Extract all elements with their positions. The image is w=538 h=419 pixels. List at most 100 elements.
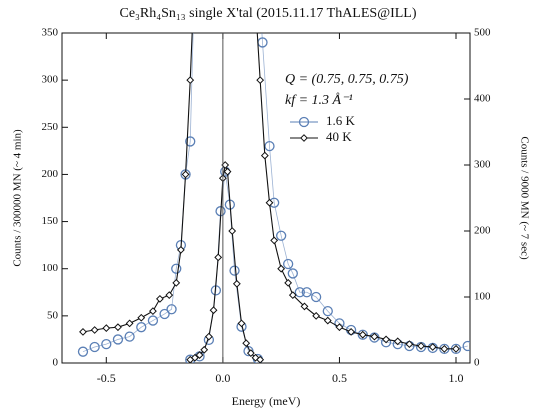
- data-point: [282, 258, 294, 270]
- y2-tick-label: 100: [474, 291, 491, 303]
- data-point: [265, 198, 274, 207]
- data-point: [114, 323, 122, 332]
- data-point: [165, 291, 174, 300]
- data-point: [229, 265, 240, 276]
- data-point: [149, 307, 157, 316]
- data-point: [440, 344, 449, 353]
- data-point: [209, 306, 218, 315]
- data-point: [357, 329, 368, 340]
- data-point: [171, 263, 182, 274]
- data-point: [172, 278, 181, 287]
- y-tick-label: 0: [53, 357, 59, 369]
- legend-marker: [298, 116, 310, 128]
- legend-label: 1.6 K: [326, 113, 356, 128]
- data-point: [156, 294, 164, 303]
- y-tick-label: 50: [47, 309, 59, 321]
- data-point: [405, 340, 414, 349]
- x-tick-label: 0.0: [215, 371, 230, 385]
- data-point: [102, 324, 111, 333]
- y-tick-label: 350: [42, 27, 59, 39]
- data-point: [228, 227, 237, 235]
- data-point: [195, 351, 204, 359]
- data-point: [185, 136, 196, 147]
- series-line: [190, 171, 259, 361]
- annotation: kf = 1.3 Å⁻¹: [285, 92, 353, 108]
- plot-area: [77, 33, 470, 363]
- series-line: [190, 162, 261, 361]
- legend-marker: [300, 134, 308, 142]
- data-point: [284, 278, 293, 287]
- data-point: [204, 332, 213, 341]
- data-point: [137, 313, 146, 322]
- x-axis-label: Energy (meV): [232, 394, 301, 408]
- data-point: [276, 230, 287, 241]
- data-point: [312, 311, 321, 320]
- chart-title: Ce₃Rh₄Sn₁₃ single X'tal (2015.11.17 ThAL…: [119, 6, 416, 21]
- plot-frame: [61, 32, 471, 364]
- data-point: [77, 346, 89, 357]
- data-point: [136, 322, 147, 333]
- y2-tick-label: 0: [474, 357, 480, 369]
- annotation: Q = (0.75, 0.75, 0.75): [285, 72, 409, 87]
- data-point: [246, 349, 255, 358]
- y-tick-label: 300: [42, 74, 59, 86]
- data-point: [335, 323, 344, 332]
- data-point: [370, 332, 379, 341]
- x-tick-label: 1.0: [449, 371, 464, 385]
- data-point: [89, 341, 100, 353]
- data-point: [112, 334, 124, 345]
- data-point: [393, 337, 402, 346]
- data-point: [301, 287, 312, 298]
- series-line: [82, 33, 457, 350]
- data-point: [294, 287, 305, 298]
- data-point: [251, 353, 260, 362]
- data-point: [124, 331, 135, 342]
- data-point: [277, 264, 286, 273]
- data-point: [223, 167, 232, 176]
- data-point: [452, 344, 460, 353]
- data-point: [323, 316, 332, 325]
- data-point: [190, 353, 199, 362]
- y-tick-label: 250: [42, 121, 59, 133]
- data-point: [214, 253, 223, 262]
- data-point: [176, 245, 185, 254]
- data-point: [428, 343, 437, 351]
- y2-tick-label: 500: [474, 27, 491, 39]
- data-point: [200, 345, 209, 354]
- data-point: [232, 279, 241, 288]
- y-tick-label: 150: [42, 215, 59, 227]
- data-point: [166, 304, 177, 315]
- data-point: [181, 170, 190, 179]
- y-tick-label: 100: [42, 262, 59, 274]
- data-point: [101, 338, 112, 350]
- data-point: [79, 327, 87, 336]
- data-point: [347, 327, 356, 336]
- data-point: [288, 291, 297, 300]
- data-point: [417, 342, 425, 350]
- y2-tick-label: 400: [474, 93, 491, 105]
- data-point: [260, 151, 269, 160]
- legend-label: 40 K: [326, 129, 352, 144]
- y2-axis-label: Counts / 9000 MN (~ 7 sec): [518, 136, 530, 260]
- data-point: [159, 308, 170, 320]
- data-point: [462, 340, 470, 352]
- data-point: [382, 335, 390, 344]
- data-point: [147, 315, 159, 326]
- data-point: [186, 76, 195, 85]
- data-point: [90, 326, 99, 334]
- data-point: [243, 345, 254, 357]
- data-point: [358, 330, 367, 339]
- data-point: [270, 236, 279, 245]
- data-point: [256, 355, 265, 363]
- x-tick-label: -0.5: [97, 371, 116, 385]
- data-point: [237, 319, 246, 328]
- y-tick-label: 200: [42, 168, 59, 180]
- data-point: [256, 76, 265, 85]
- series-line: [82, 33, 468, 353]
- y2-tick-label: 200: [474, 225, 491, 237]
- data-point: [310, 291, 322, 303]
- data-point: [242, 339, 251, 348]
- data-point: [264, 140, 275, 152]
- data-point: [287, 268, 298, 279]
